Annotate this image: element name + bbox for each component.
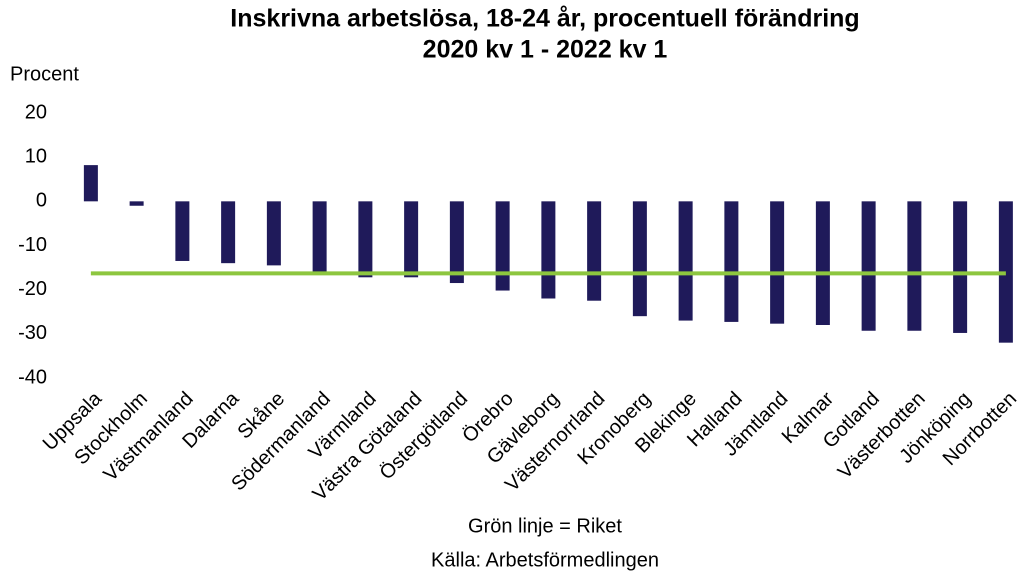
bar bbox=[404, 201, 419, 278]
bar bbox=[312, 201, 327, 272]
bar bbox=[221, 201, 236, 264]
annotation: Grön linje = Riket bbox=[468, 515, 622, 537]
y-tick-label: 20 bbox=[25, 101, 47, 123]
bar bbox=[587, 201, 602, 301]
bar bbox=[129, 201, 144, 206]
bar bbox=[724, 201, 739, 322]
y-tick-label: 10 bbox=[25, 145, 47, 167]
bar bbox=[175, 201, 190, 261]
bar bbox=[266, 201, 281, 266]
bar bbox=[541, 201, 556, 299]
bar bbox=[632, 201, 647, 317]
chart-subtitle: 2020 kv 1 - 2022 kv 1 bbox=[423, 36, 668, 64]
bar bbox=[953, 201, 968, 333]
y-tick-label: 0 bbox=[36, 190, 47, 212]
y-tick-label: -20 bbox=[18, 278, 47, 300]
bar bbox=[815, 201, 830, 325]
bar bbox=[907, 201, 922, 331]
y-tick-label: -10 bbox=[18, 234, 47, 256]
bar bbox=[358, 201, 373, 278]
bar bbox=[678, 201, 693, 321]
bar bbox=[449, 201, 464, 284]
annotation: Källa: Arbetsförmedlingen bbox=[431, 549, 659, 571]
y-tick-label: -40 bbox=[18, 366, 47, 388]
y-axis-label: Procent bbox=[10, 63, 79, 85]
bar bbox=[495, 201, 510, 291]
chart-title: Inskrivna arbetslösa, 18-24 år, procentu… bbox=[230, 5, 859, 33]
bar bbox=[861, 201, 876, 331]
y-tick-label: -30 bbox=[18, 322, 47, 344]
bar bbox=[770, 201, 785, 324]
bar bbox=[83, 165, 98, 202]
